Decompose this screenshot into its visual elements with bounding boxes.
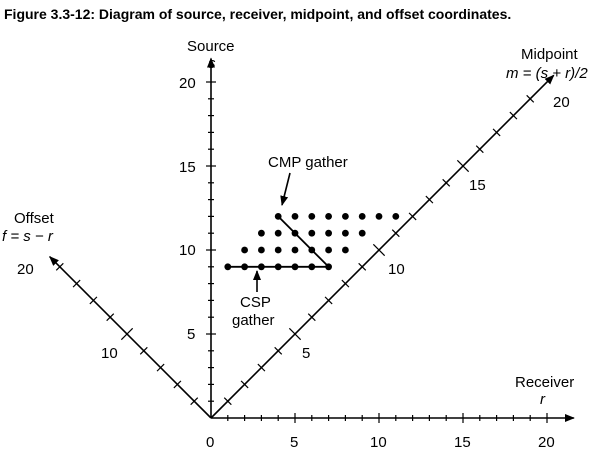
offset-tick xyxy=(139,346,148,355)
data-point xyxy=(241,246,249,254)
offset-tick xyxy=(55,262,64,271)
data-point xyxy=(258,263,265,271)
data-point xyxy=(274,213,282,220)
data-point xyxy=(291,213,299,220)
offset-axis-title: Offset xyxy=(14,210,55,227)
receiver-tick-10: 10 xyxy=(370,434,387,451)
data-point xyxy=(274,246,282,254)
midpoint-axis xyxy=(210,74,555,419)
data-point xyxy=(325,213,332,220)
source-axis-symbol: s xyxy=(208,55,216,72)
source-tick-15: 15 xyxy=(179,159,196,176)
cmp-gather-pointer xyxy=(280,172,291,206)
data-point xyxy=(291,229,299,237)
midpoint-tick xyxy=(391,229,400,238)
midpoint-tick xyxy=(307,313,316,322)
offset-tick xyxy=(72,279,81,288)
data-point xyxy=(308,229,316,237)
data-points xyxy=(224,213,400,271)
midpoint-tick xyxy=(372,243,386,257)
data-point xyxy=(274,263,282,271)
data-point xyxy=(392,213,400,220)
receiver-tick-20: 20 xyxy=(538,434,555,451)
receiver-axis-title: Receiver xyxy=(515,374,574,391)
receiver-tick-15: 15 xyxy=(454,434,471,451)
source-tick-10: 10 xyxy=(179,242,196,259)
gather-lines xyxy=(227,215,330,268)
midpoint-tick xyxy=(358,262,367,271)
source-tick-5: 5 xyxy=(187,326,195,343)
figure-title: Figure 3.3-12: Diagram of source, receiv… xyxy=(4,6,512,22)
data-point xyxy=(274,229,282,237)
data-point xyxy=(241,263,249,271)
source-tick-20: 20 xyxy=(179,75,196,92)
receiver-axis-symbol: r xyxy=(540,391,546,408)
midpoint-tick xyxy=(492,128,501,137)
offset-tick xyxy=(190,397,199,406)
offset-tick-20: 20 xyxy=(17,261,34,278)
offset-tick xyxy=(89,296,98,305)
midpoint-tick xyxy=(288,327,302,341)
midpoint-tick xyxy=(274,346,283,355)
midpoint-tick xyxy=(475,145,484,154)
data-point xyxy=(258,229,265,237)
midpoint-tick xyxy=(526,94,535,103)
data-point xyxy=(325,229,332,237)
cmp-gather-label: CMP gather xyxy=(268,154,348,171)
offset-axis-formula: f = s − r xyxy=(2,228,54,245)
midpoint-tick xyxy=(341,279,350,288)
receiver-tick-5: 5 xyxy=(290,434,298,451)
midpoint-tick xyxy=(408,212,417,221)
midpoint-tick xyxy=(425,195,434,204)
receiver-tick-0: 0 xyxy=(206,434,214,451)
data-point xyxy=(375,213,383,220)
data-point xyxy=(325,263,332,271)
data-point xyxy=(258,246,265,254)
midpoint-tick xyxy=(509,111,518,120)
axis-ticks xyxy=(55,81,548,423)
axes xyxy=(49,57,575,422)
offset-tick-10: 10 xyxy=(101,345,118,362)
data-point xyxy=(291,246,299,254)
midpoint-tick xyxy=(324,296,333,305)
midpoint-tick xyxy=(223,397,232,406)
data-point xyxy=(308,263,316,271)
midpoint-tick-20: 20 xyxy=(553,94,570,111)
midpoint-tick-5: 5 xyxy=(302,345,310,362)
data-point xyxy=(291,263,299,271)
data-point xyxy=(342,229,349,237)
data-point xyxy=(358,229,366,237)
offset-tick xyxy=(156,363,165,372)
csp-gather-label-line2: gather xyxy=(232,312,275,329)
data-point xyxy=(224,263,232,271)
source-axis-title: Source xyxy=(187,38,235,55)
data-point xyxy=(308,213,316,220)
midpoint-tick xyxy=(442,178,451,187)
data-point xyxy=(325,246,332,254)
csp-gather-label-line1: CSP xyxy=(240,294,271,311)
data-point xyxy=(308,246,316,254)
midpoint-axis-title: Midpoint xyxy=(521,46,579,63)
offset-tick xyxy=(106,313,115,322)
cmp-gather-line xyxy=(277,215,330,268)
midpoint-tick xyxy=(240,380,249,389)
midpoint-tick-15: 15 xyxy=(469,177,486,194)
midpoint-tick xyxy=(456,159,470,173)
midpoint-axis-formula: m = (s + r)/2 xyxy=(506,65,588,82)
offset-tick xyxy=(120,327,134,341)
data-point xyxy=(342,246,349,254)
data-point xyxy=(358,213,366,220)
midpoint-tick-10: 10 xyxy=(388,261,405,278)
data-point xyxy=(342,213,349,220)
offset-tick xyxy=(173,380,182,389)
midpoint-tick xyxy=(257,363,266,372)
